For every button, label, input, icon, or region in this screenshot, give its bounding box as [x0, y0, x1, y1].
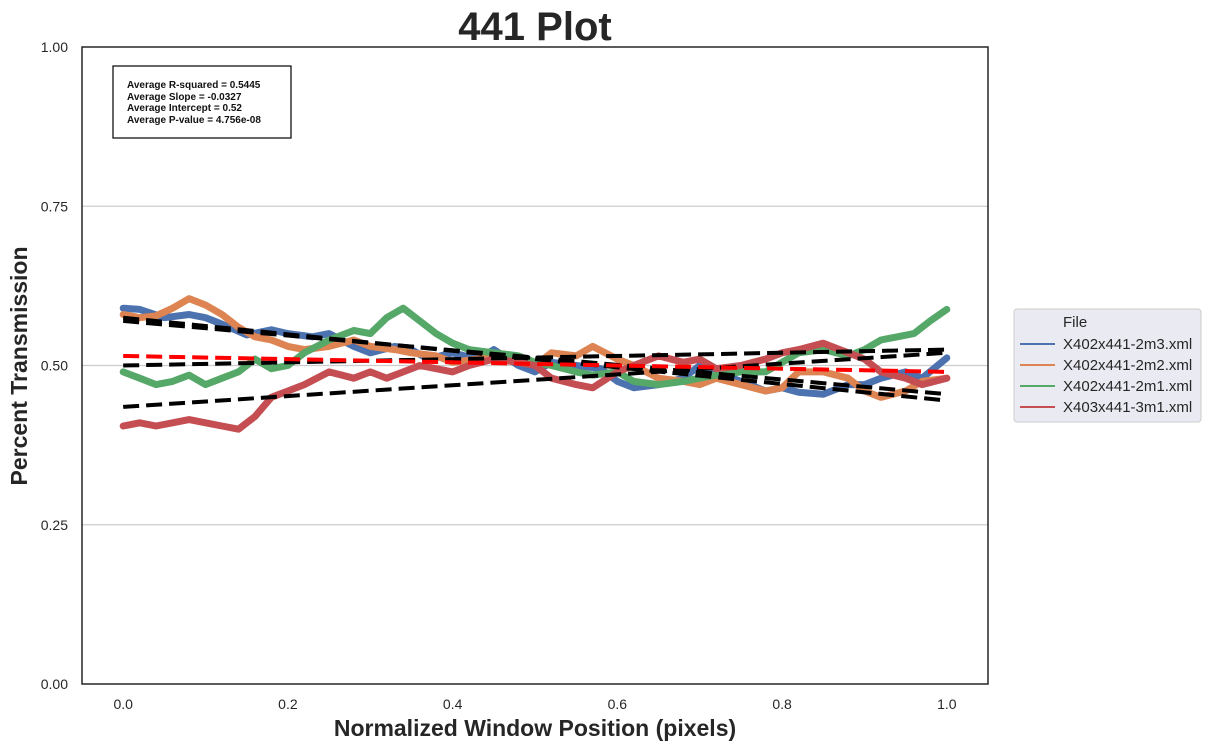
x-axis-ticks: 0.0 0.2 0.4 0.6 0.8 1.0: [113, 696, 956, 712]
series-line-4: [119, 339, 951, 433]
y-tick-label: 0.50: [41, 358, 68, 374]
legend: File X402x441-2m3.xmlX402x441-2m2.xmlX40…: [1013, 308, 1202, 423]
chart-title: 441 Plot: [458, 5, 611, 49]
stats-slope: Average Slope = -0.0327: [127, 92, 242, 103]
stats-p-value: Average P-value = 4.756e-08: [127, 115, 261, 126]
plot-frame: [81, 46, 989, 685]
x-tick-label: 0.8: [772, 696, 792, 712]
legend-entries: X402x441-2m3.xml X402x441-2m2.xml X402x441…: [1020, 336, 1192, 416]
stats-box: [112, 65, 292, 139]
y-tick-label: 0.25: [41, 517, 68, 533]
y-tick-label: 0.00: [41, 676, 68, 692]
y-tick-label: 1.00: [41, 39, 68, 55]
x-axis-label: Normalized Window Position (pixels): [334, 715, 736, 741]
y-axis-label: Percent Transmission: [6, 246, 32, 485]
x-tick-label: 1.0: [937, 696, 957, 712]
legend-entry-3: X402x441-2m1.xml: [1063, 378, 1192, 395]
stats-intercept: Average Intercept = 0.52: [127, 103, 242, 114]
stats-r-squared: Average R-squared = 0.5445: [127, 80, 261, 91]
x-tick-label: 0.0: [113, 696, 133, 712]
legend-entry-1: X402x441-2m3.xml: [1063, 336, 1192, 353]
y-tick-label: 0.75: [41, 198, 68, 214]
legend-entry-2: X402x441-2m2.xml: [1063, 357, 1192, 374]
y-axis-ticks: 0.00 0.25 0.50 0.75 1.00: [41, 39, 68, 692]
legend-entry-4: X403x441-3m1.xml: [1063, 399, 1192, 416]
x-tick-label: 0.4: [443, 696, 463, 712]
x-tick-label: 0.6: [608, 696, 628, 712]
legend-title: File: [1063, 314, 1087, 331]
stats-annotation: Average R-squared = 0.5445 Average Slope…: [112, 65, 292, 139]
x-tick-label: 0.2: [278, 696, 298, 712]
legend-frame: [1013, 308, 1202, 423]
